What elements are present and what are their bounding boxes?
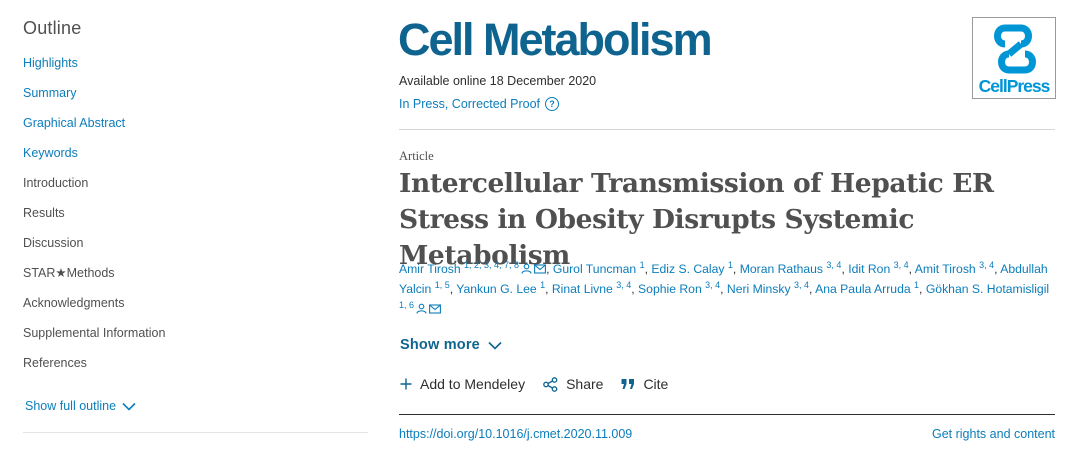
show-full-outline-label: Show full outline [25, 399, 117, 413]
outline-item-supplemental-information[interactable]: Supplemental Information [23, 326, 166, 340]
outline-sidebar: Outline Highlights Summary Graphical Abs… [23, 18, 368, 433]
article-type: Article [399, 149, 434, 163]
author-link[interactable]: Idit Ron 3, 4 [848, 259, 909, 276]
outline-list: Highlights Summary Graphical Abstract Ke… [23, 53, 368, 383]
email-icon[interactable] [429, 304, 441, 314]
person-icon[interactable] [416, 303, 427, 314]
author-link[interactable]: Amir Tirosh 1, 2, 3, 4, 7, 8 [399, 259, 520, 276]
in-press-status[interactable]: In Press, Corrected Proof ? [399, 97, 560, 111]
add-to-mendeley-label: Add to Mendeley [420, 376, 526, 392]
show-full-outline-button[interactable]: Show full outline [25, 399, 136, 413]
outline-item-highlights[interactable]: Highlights [23, 56, 78, 70]
author-link[interactable]: Ana Paula Arruda 1 [815, 279, 920, 296]
available-online-date: Available online 18 December 2020 [399, 74, 597, 88]
show-more-label: Show more [400, 337, 480, 353]
outline-divider [23, 432, 368, 433]
outline-item-references[interactable]: References [23, 356, 87, 370]
author-link[interactable]: Abdullah Yalcin 1, 5 [399, 262, 1048, 296]
author-link[interactable]: Moran Rathaus 3, 4 [739, 259, 842, 276]
author-link[interactable]: Ediz S. Calay 1 [651, 259, 733, 276]
chevron-down-icon [488, 341, 502, 350]
cellpress-logo-icon [994, 24, 1036, 74]
outline-item-introduction[interactable]: Introduction [23, 176, 89, 190]
chevron-down-icon [122, 402, 136, 411]
outline-title: Outline [23, 18, 82, 38]
actions-divider [399, 414, 1055, 415]
cite-label: Cite [643, 376, 669, 392]
outline-item-discussion[interactable]: Discussion [23, 236, 84, 250]
article-title: Intercellular Transmission of Hepatic ER… [399, 168, 994, 271]
outline-item-results[interactable]: Results [23, 206, 65, 220]
article-actions: Add to Mendeley Share Cite [400, 376, 686, 392]
author-link[interactable]: Amit Tirosh 3, 4 [914, 259, 995, 276]
journal-title[interactable]: Cell Metabolism [398, 14, 713, 65]
get-rights-link[interactable]: Get rights and content [932, 427, 1055, 441]
plus-icon [400, 378, 412, 390]
in-press-label: In Press, Corrected Proof [399, 97, 541, 111]
author-link[interactable]: Rinat Livne 3, 4 [551, 279, 632, 296]
outline-item-star-methods[interactable]: STAR★Methods [23, 266, 115, 280]
quote-icon [621, 379, 635, 389]
author-link[interactable]: Yankun G. Lee 1 [456, 279, 546, 296]
help-icon[interactable]: ? [545, 97, 560, 111]
outline-item-summary[interactable]: Summary [23, 86, 77, 100]
author-link[interactable]: Gurol Tuncman 1 [552, 259, 645, 276]
outline-item-acknowledgments[interactable]: Acknowledgments [23, 296, 125, 310]
author-link[interactable]: Gökhan S. Hotamisligil 1, 6 [399, 282, 1050, 310]
outline-item-graphical-abstract[interactable]: Graphical Abstract [23, 116, 126, 130]
doi-link[interactable]: https://doi.org/10.1016/j.cmet.2020.11.0… [399, 427, 633, 441]
person-icon[interactable] [521, 263, 532, 274]
cite-button[interactable]: Cite [621, 376, 668, 392]
share-icon [543, 376, 558, 392]
author-link[interactable]: Sophie Ron 3, 4 [638, 279, 721, 296]
show-more-button[interactable]: Show more [400, 337, 502, 353]
author-link[interactable]: Neri Minsky 3, 4 [726, 279, 809, 296]
outline-item-keywords[interactable]: Keywords [23, 146, 78, 160]
share-button[interactable]: Share [543, 376, 603, 392]
share-label: Share [566, 376, 604, 392]
cellpress-logo-text: CellPress [978, 76, 1051, 96]
email-icon[interactable] [534, 264, 547, 274]
cellpress-logo[interactable]: CellPress [972, 17, 1056, 99]
add-to-mendeley-button[interactable]: Add to Mendeley [400, 376, 525, 392]
author-list: Amir Tirosh 1, 2, 3, 4, 7, 8, Gurol Tunc… [399, 259, 1059, 319]
header-divider [399, 129, 1055, 130]
